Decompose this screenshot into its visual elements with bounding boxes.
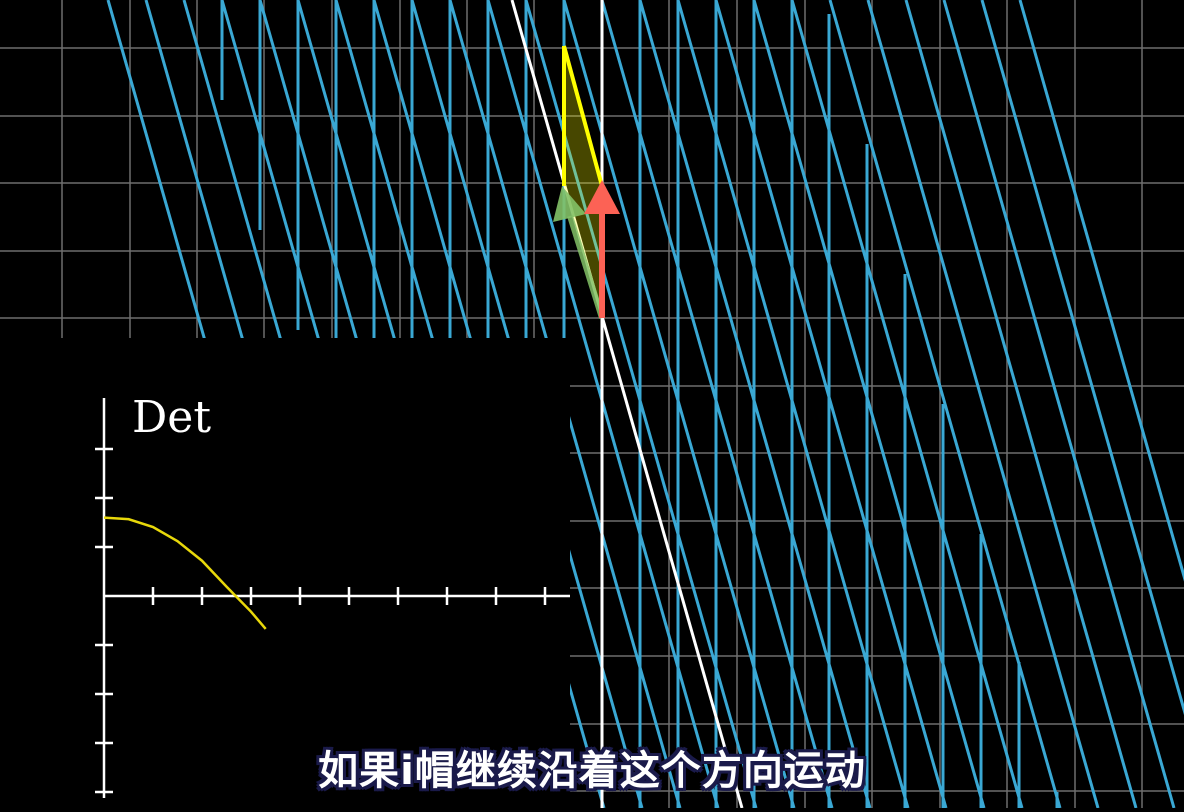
transformed-diagonal-line [942, 0, 1176, 808]
subtitle-caption: 如果i帽继续沿着这个方向运动 [318, 748, 866, 794]
transformed-diagonal-line [1018, 0, 1184, 582]
determinant-inset [0, 338, 570, 808]
i-hat-vector-shaft [567, 215, 605, 319]
i-hat-arrow-icon [553, 186, 586, 222]
area-edge-top [562, 45, 604, 187]
det-axis-label: Det [132, 392, 211, 443]
transformed-diagonal-line [866, 0, 1100, 808]
span-line [510, 0, 744, 808]
transformed-diagonal-line [828, 0, 1062, 808]
transformed-diagonal-line [752, 0, 986, 808]
area-parallelogram [564, 46, 602, 318]
transformed-diagonal-line [790, 0, 1024, 808]
transformed-diagonal-line [980, 0, 1184, 716]
transformed-diagonal-line [904, 0, 1138, 808]
j-hat-arrow-icon [584, 180, 620, 214]
transformed-diagonal-line [714, 0, 948, 808]
det-curve-line [103, 516, 267, 630]
determinant-graph [95, 398, 570, 798]
